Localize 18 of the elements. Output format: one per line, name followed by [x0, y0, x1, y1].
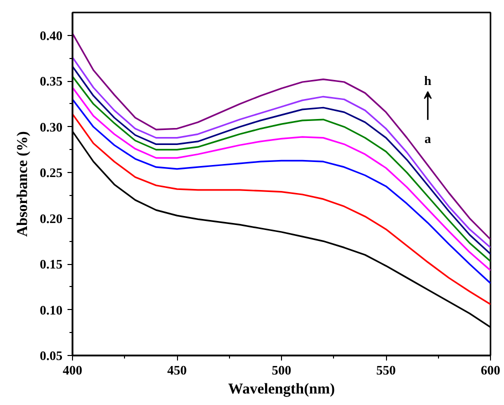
y-tick-label: 0.05 — [40, 348, 63, 363]
x-tick-label: 450 — [167, 362, 187, 378]
y-tick-label: 0.30 — [40, 119, 62, 134]
y-tick-label: 0.20 — [40, 210, 62, 226]
y-tick-label: 0.35 — [40, 74, 63, 89]
y-tick-label: 0.10 — [40, 302, 62, 318]
annotation: a — [424, 130, 432, 146]
line-series — [72, 113, 490, 306]
x-tick-label: 600 — [480, 362, 500, 378]
x-axis-title: Wavelength(nm) — [228, 382, 335, 398]
x-tick-label: 400 — [62, 362, 82, 378]
annotation: h — [424, 72, 432, 88]
x-tick-label: 550 — [376, 362, 396, 378]
y-axis-title: Absorbance (%) — [14, 131, 31, 237]
x-tick-label: 500 — [272, 362, 292, 378]
y-tick-label: 0.15 — [40, 256, 63, 272]
y-tick-label: 0.40 — [40, 28, 62, 43]
y-tick-label: 0.25 — [40, 165, 63, 180]
